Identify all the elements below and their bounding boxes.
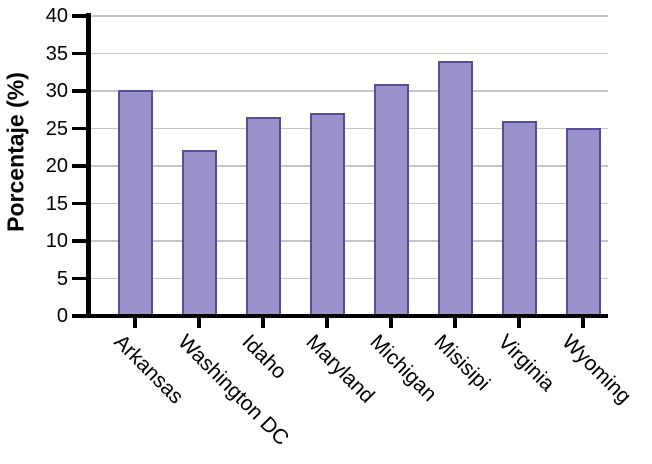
- x-tick-label-wyoming: Wyoming: [557, 330, 636, 409]
- y-axis-tick: [72, 14, 87, 18]
- x-axis-line: [78, 314, 608, 318]
- gridline: [90, 240, 608, 242]
- x-axis-tick: [325, 318, 329, 328]
- bar-washington-dc: [181, 149, 217, 316]
- gridline: [90, 127, 608, 130]
- y-tick-label: 10: [45, 230, 68, 252]
- y-axis-line: [86, 13, 91, 318]
- x-tick-label-washington-dc: Washington DC: [173, 330, 294, 451]
- gridline: [90, 165, 608, 167]
- y-axis-tick: [72, 164, 87, 168]
- y-tick-label: 40: [45, 5, 68, 27]
- bar-wyoming: [565, 127, 601, 316]
- y-tick-label: 25: [45, 117, 68, 140]
- y-tick-label: 5: [56, 267, 68, 290]
- bar-idaho: [245, 117, 281, 316]
- y-axis-tick: [72, 89, 87, 93]
- x-tick-label-idaho: Idaho: [237, 330, 291, 384]
- x-axis-tick: [389, 318, 393, 328]
- x-tick-label-michigan: Michigan: [365, 330, 442, 406]
- x-axis-tick: [197, 318, 201, 328]
- y-tick-label: 0: [56, 305, 68, 327]
- bar-arkansas: [117, 90, 153, 316]
- gridline: [90, 90, 608, 92]
- y-tick-label: 30: [45, 80, 68, 102]
- x-axis-tick: [133, 318, 137, 328]
- bar-maryland: [309, 112, 345, 316]
- x-tick-label-misisipi: Misisipi: [429, 330, 495, 396]
- gridline: [90, 15, 608, 17]
- y-axis-tick: [72, 201, 87, 206]
- x-tick-label-arkansas: Arkansas: [109, 330, 188, 409]
- bar-michigan: [373, 84, 409, 316]
- y-axis-tick: [72, 126, 87, 131]
- y-tick-label: 35: [45, 42, 68, 65]
- y-axis-tick: [72, 314, 87, 318]
- gridline: [90, 52, 608, 55]
- y-axis-tick: [72, 276, 87, 281]
- x-axis-tick: [453, 318, 457, 328]
- bar-misisipi: [437, 61, 473, 316]
- y-tick-label: 20: [45, 155, 68, 177]
- bar-virginia: [501, 121, 537, 316]
- y-tick-label: 15: [45, 192, 68, 215]
- gridline: [90, 202, 608, 205]
- x-axis-tick: [581, 318, 585, 328]
- x-axis-tick: [517, 318, 521, 328]
- gridline: [90, 277, 608, 280]
- y-axis-tick: [72, 239, 87, 243]
- x-tick-label-maryland: Maryland: [301, 330, 379, 408]
- x-axis-tick: [261, 318, 265, 328]
- x-tick-label-virginia: Virginia: [493, 330, 559, 396]
- y-axis-tick: [72, 51, 87, 56]
